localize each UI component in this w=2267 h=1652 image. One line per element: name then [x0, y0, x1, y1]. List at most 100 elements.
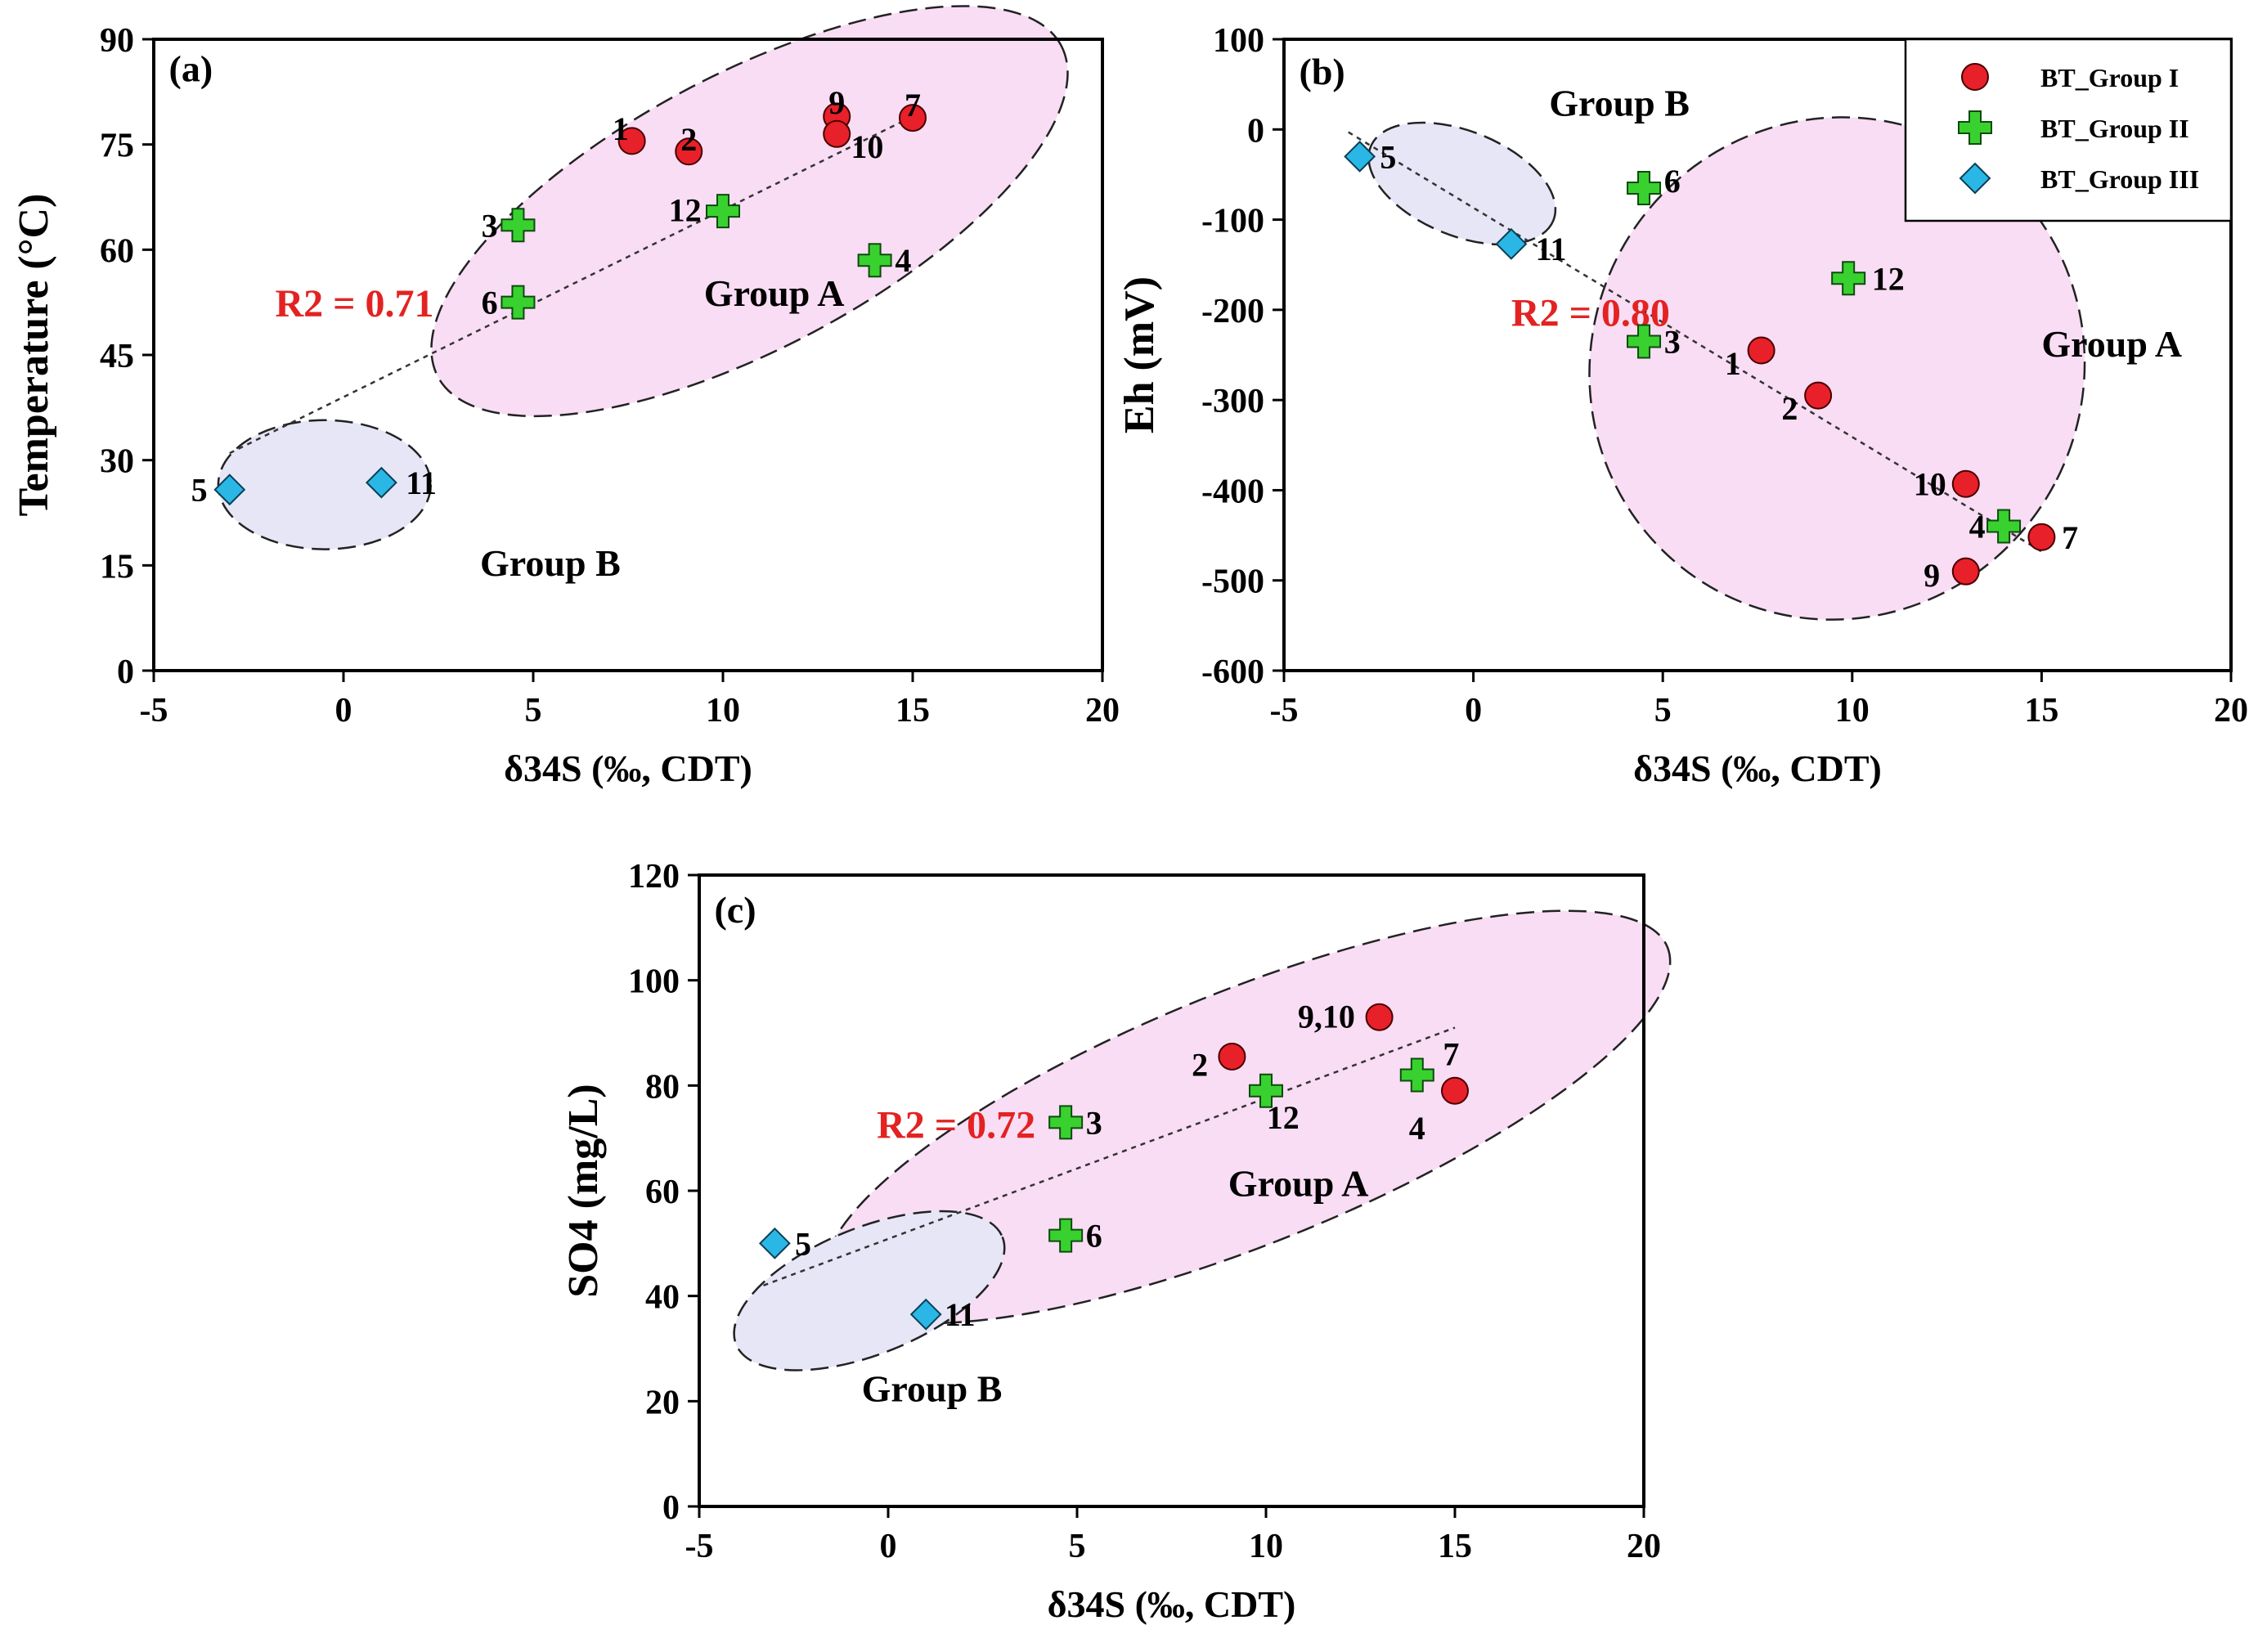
y-tick-label: 0 — [117, 653, 134, 691]
point-label: 11 — [406, 465, 437, 501]
x-tick-label: 15 — [1438, 1528, 1472, 1565]
y-axis-label: Temperature (°C) — [11, 194, 57, 517]
point-label: 3 — [1664, 323, 1681, 360]
y-tick-label: 120 — [628, 858, 680, 896]
point-group-ii — [1399, 1057, 1434, 1093]
point-label: 12 — [1267, 1099, 1300, 1136]
point-group-ii — [1048, 1218, 1084, 1253]
point-group-iii — [1344, 140, 1376, 173]
legend-entry: BT_Group I — [1961, 63, 2179, 92]
y-tick-label: 80 — [645, 1068, 680, 1106]
x-tick-label: 0 — [880, 1528, 897, 1565]
group-b-ellipse — [733, 1210, 1006, 1371]
point-group-ii — [1249, 1073, 1283, 1108]
point-label: 10 — [1914, 466, 1946, 503]
point-group-iii — [1495, 227, 1528, 260]
panel-label: (b) — [1300, 51, 1345, 92]
point-group-ii — [1627, 170, 1662, 205]
legend-entry: BT_Group III — [1959, 162, 2199, 195]
point-label: 6 — [482, 285, 498, 321]
point-group-ii — [501, 208, 536, 243]
y-tick-label: -400 — [1201, 473, 1264, 510]
x-tick-label: 15 — [896, 692, 930, 729]
point-group-i — [899, 104, 927, 132]
point-label: 2 — [680, 121, 697, 158]
group-a-label: Group A — [2041, 323, 2182, 365]
point-group-i — [1218, 1042, 1246, 1071]
plot-frame — [1282, 38, 2233, 672]
point-label: 5 — [795, 1225, 811, 1262]
point-label: 9,10 — [1298, 998, 1355, 1035]
x-tick-label: 10 — [1249, 1528, 1283, 1565]
point-label: 3 — [482, 207, 498, 244]
x-tick-label: 0 — [335, 692, 352, 729]
point-label: 5 — [191, 472, 208, 509]
y-axis-label: SO4 (mg/L) — [560, 1084, 607, 1297]
point-group-ii — [1986, 509, 2022, 544]
panel-label: (a) — [169, 47, 213, 89]
trend-line — [1348, 131, 2043, 553]
r2-annotation: R2 = 0.71 — [275, 282, 433, 325]
point-label: 3 — [1086, 1104, 1102, 1141]
y-tick-label: -600 — [1201, 653, 1264, 691]
legend-label: BT_Group I — [2040, 63, 2179, 92]
y-axis-label: Eh (mV) — [1116, 276, 1163, 433]
point-label: 2 — [1781, 390, 1798, 427]
x-tick-label: -5 — [1270, 692, 1299, 729]
point-group-i — [1951, 557, 1980, 586]
legend-marker-group-iii — [1959, 162, 1991, 195]
x-axis-label: δ34S (‰, CDT) — [1048, 1583, 1296, 1625]
x-axis-label: δ34S (‰, CDT) — [1633, 747, 1882, 789]
x-tick-label: 20 — [1627, 1528, 1661, 1565]
point-group-ii — [706, 194, 740, 229]
point-label: 4 — [1969, 509, 1986, 545]
point-group-i — [2027, 523, 2056, 551]
group-b-label: Group B — [862, 1367, 1003, 1409]
point-label: 7 — [2062, 519, 2078, 556]
group-b-label: Group B — [480, 542, 621, 584]
x-tick-label: 5 — [525, 692, 542, 729]
point-group-iii — [909, 1298, 942, 1331]
y-tick-label: 100 — [628, 963, 680, 1001]
y-tick-label: -500 — [1201, 563, 1264, 601]
group-b-ellipse — [1367, 121, 1557, 246]
point-group-ii — [857, 243, 892, 278]
x-tick-label: 5 — [1069, 1528, 1086, 1565]
point-group-i — [1747, 336, 1775, 365]
point-group-i — [617, 127, 646, 155]
point-label: 7 — [1443, 1036, 1459, 1073]
x-tick-label: 5 — [1654, 692, 1672, 729]
point-label: 2 — [1192, 1047, 1208, 1084]
y-tick-label: 40 — [645, 1279, 680, 1317]
point-group-i — [1951, 469, 1980, 498]
group-b-label: Group B — [1549, 83, 1690, 124]
point-label: 1 — [1725, 345, 1741, 382]
point-label: 6 — [1086, 1218, 1102, 1255]
point-label: 7 — [905, 87, 921, 123]
y-tick-label: -100 — [1201, 203, 1264, 240]
point-group-ii — [1627, 324, 1662, 359]
point-group-i — [1441, 1076, 1469, 1105]
legend: BT_Group I BT_Group II BT_Group III — [1904, 38, 2233, 222]
point-label: 6 — [1664, 163, 1681, 200]
panel-label: (c) — [714, 889, 756, 931]
y-tick-label: 60 — [100, 232, 134, 270]
legend-marker-group-ii — [1958, 110, 1992, 145]
point-label: 11 — [945, 1296, 976, 1333]
point-group-ii — [1831, 261, 1866, 296]
legend-label: BT_Group II — [2040, 114, 2189, 143]
point-label: 1 — [613, 110, 629, 147]
point-group-iii — [213, 474, 246, 506]
point-label: 12 — [1872, 260, 1905, 297]
x-tick-label: -5 — [685, 1528, 714, 1565]
legend-label: BT_Group III — [2040, 164, 2199, 194]
x-tick-label: 20 — [1085, 692, 1120, 729]
x-tick-label: 0 — [1465, 692, 1482, 729]
point-group-ii — [1048, 1105, 1084, 1140]
group-a-ellipse — [430, 5, 1069, 418]
y-tick-label: 60 — [645, 1174, 680, 1211]
